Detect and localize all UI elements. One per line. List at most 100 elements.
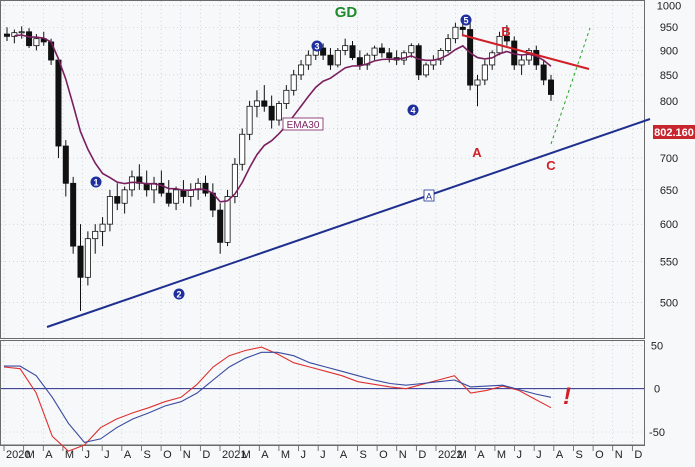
candle-body <box>195 182 202 191</box>
price-tick-label: 600 <box>660 219 678 231</box>
candle-body <box>327 54 334 66</box>
candle-body <box>33 38 40 47</box>
ema-label: EMA30 <box>287 120 320 131</box>
time-tick-label: A <box>340 449 348 461</box>
time-tick-label: A <box>124 449 132 461</box>
time-tick-label: M <box>281 449 290 461</box>
ema-line: EMA30 <box>14 34 552 203</box>
trend-overlays <box>46 27 651 328</box>
time-tick-label: N <box>183 449 191 461</box>
candle-body <box>18 31 25 34</box>
time-tick-label: M <box>26 449 35 461</box>
candle-body <box>26 31 33 47</box>
wave-label: 4 <box>410 106 415 116</box>
candle-body <box>452 26 459 40</box>
candlestick-series <box>4 16 555 311</box>
wave-label: 1 <box>93 178 98 188</box>
price-tick-label: 500 <box>660 297 678 309</box>
wave-marker <box>460 14 472 26</box>
candle-body <box>84 238 91 278</box>
resistance-trendline <box>461 34 590 70</box>
time-tick-label: O <box>595 449 604 461</box>
time-tick-label: 2021 <box>222 449 246 461</box>
time-tick-label: S <box>575 449 582 461</box>
time-tick-label: J <box>301 449 307 461</box>
time-tick-label: N <box>399 449 407 461</box>
support-trendline <box>46 118 651 328</box>
macd-fast-line <box>3 346 552 452</box>
candle-body <box>55 59 62 147</box>
candle-body <box>364 54 371 66</box>
wave-labels: 1 2 3 4 5 A B C A <box>90 14 556 300</box>
candle-body <box>77 245 84 278</box>
wave-label: 5 <box>463 16 468 26</box>
candle-body <box>217 209 224 243</box>
candle-body <box>290 74 297 91</box>
candle-body <box>356 57 363 66</box>
price-tick-label: 550 <box>660 256 678 268</box>
time-tick-label: D <box>634 449 642 461</box>
candle-body <box>11 32 18 37</box>
macd-axis: 50 0 -50 <box>1 340 665 439</box>
candle-body <box>114 196 121 204</box>
candle-body <box>106 196 113 225</box>
trendline-label-box <box>423 189 435 202</box>
candle-body <box>415 45 422 76</box>
wave-label: 3 <box>314 42 319 52</box>
candle-body <box>408 45 415 54</box>
candle-body <box>481 64 488 81</box>
candle-body <box>459 26 466 30</box>
time-tick-label: J <box>517 449 523 461</box>
time-tick-label: N <box>615 449 623 461</box>
time-tick-label: 2020 <box>6 449 30 461</box>
candle-body <box>474 79 481 86</box>
candle-body <box>371 47 378 56</box>
price-tick-label: 700 <box>660 153 678 165</box>
candle-body <box>518 59 525 66</box>
projection-line <box>550 27 591 145</box>
candle-body <box>246 105 253 135</box>
price-panel-frame <box>0 0 645 339</box>
candle-body <box>503 35 510 42</box>
time-tick-label: M <box>497 449 506 461</box>
macd-tick-label: 0 <box>654 384 660 396</box>
candle-body <box>202 182 209 194</box>
candle-body <box>253 100 260 107</box>
candle-body <box>70 182 77 247</box>
wave-marker <box>311 40 323 52</box>
last-price-label: 802.160 <box>654 127 694 139</box>
ema-label-box <box>282 117 324 131</box>
candle-body <box>231 163 238 197</box>
price-tick-label: 900 <box>660 45 678 57</box>
candle-body <box>99 223 106 232</box>
warning-exclamation: ! <box>563 383 571 410</box>
candle-body <box>540 64 547 81</box>
time-tick-label: O <box>379 449 388 461</box>
time-tick-label: J <box>536 449 542 461</box>
price-tick-label: 800 <box>660 96 678 108</box>
candle-body <box>378 47 385 54</box>
wave-label: C <box>546 158 556 173</box>
time-tick-label: D <box>418 449 426 461</box>
time-tick-label: M <box>65 449 74 461</box>
candle-body <box>261 100 268 107</box>
candle-body <box>548 79 555 95</box>
wave-marker <box>407 104 419 116</box>
candle-body <box>349 45 356 59</box>
trendline-label: A <box>426 192 432 202</box>
candle-body <box>275 103 282 121</box>
candle-body <box>268 105 275 121</box>
candle-body <box>283 89 290 104</box>
candle-body <box>467 29 474 86</box>
candle-body <box>239 133 246 165</box>
price-tick-label: 850 <box>660 70 678 82</box>
macd-series <box>3 346 552 452</box>
candle-body <box>400 52 407 61</box>
price-tick-label: 650 <box>660 185 678 197</box>
candle-body <box>92 230 99 240</box>
macd-tick-label: 50 <box>651 340 663 352</box>
candle-body <box>4 33 10 37</box>
wave-label: A <box>472 145 482 160</box>
